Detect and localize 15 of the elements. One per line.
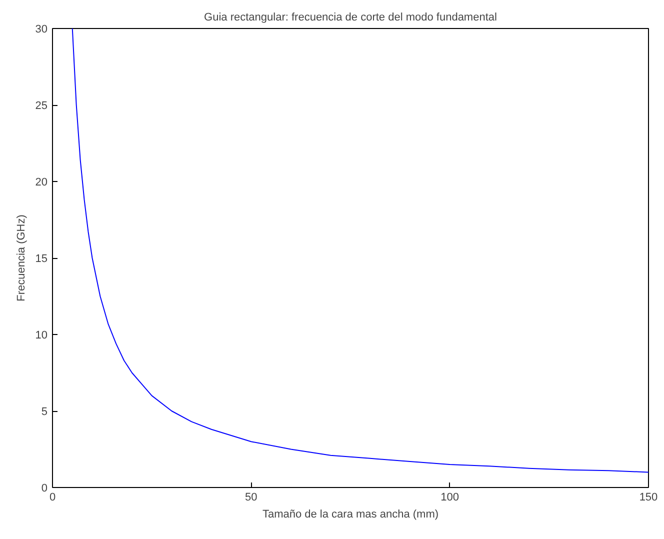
y-tick-label: 5 (41, 406, 48, 418)
chart-title: Guia rectangular: frecuencia de corte del modo fundamental (204, 12, 497, 24)
x-tick-label: 100 (440, 492, 460, 504)
y-axis-title: Frecuencia (GHz) (15, 214, 28, 302)
line-series (72, 28, 648, 473)
y-tick-label: 15 (35, 253, 48, 265)
y-tick-label: 20 (35, 176, 48, 188)
y-tick-label: 25 (35, 100, 48, 112)
y-tick-label: 0 (41, 482, 48, 494)
x-axis-title: Tamaño de la cara mas ancha (mm) (262, 508, 439, 520)
y-tick-label: 10 (35, 330, 48, 342)
x-tick-label: 150 (639, 492, 658, 504)
y-tick-label: 30 (35, 24, 48, 36)
x-tick-label: 0 (49, 492, 56, 504)
x-tick-label: 50 (245, 492, 258, 504)
